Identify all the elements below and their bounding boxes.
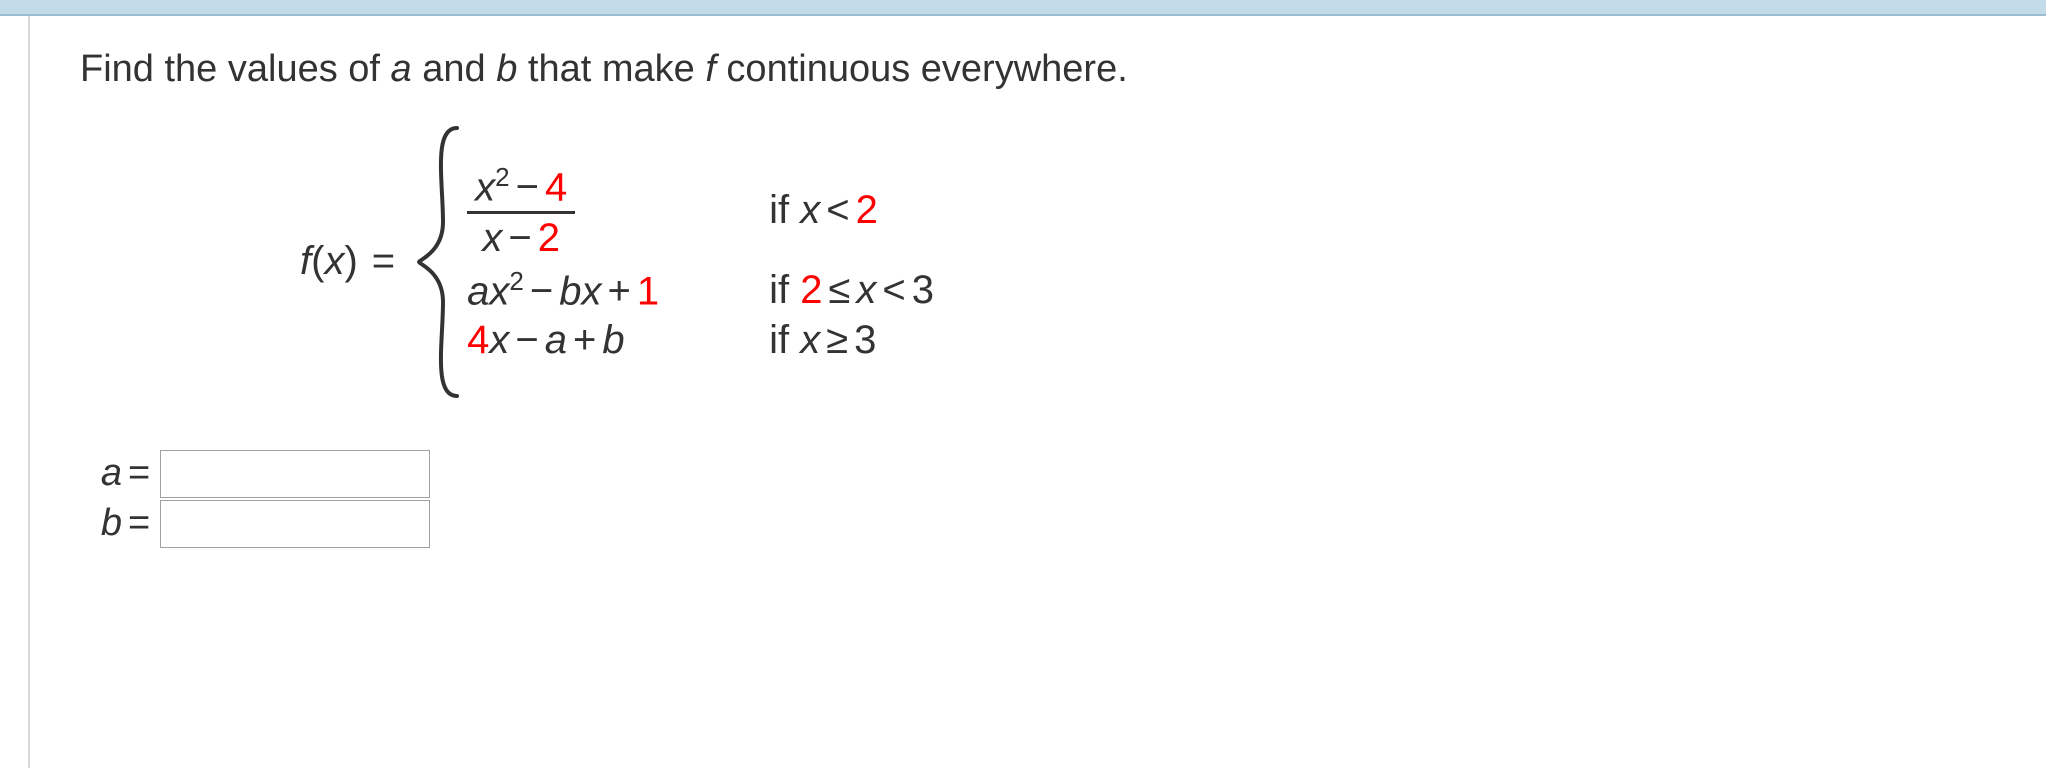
- equals-sign: =: [128, 452, 150, 495]
- x: x: [489, 269, 509, 313]
- answer-label-b: b: [80, 502, 122, 545]
- top-bar: [0, 0, 2046, 16]
- left-brace: [413, 122, 467, 402]
- fraction: x2−4 x−2: [467, 160, 575, 262]
- le: ≤: [822, 268, 856, 312]
- ge: ≥: [820, 318, 854, 362]
- answer-area: a = b =: [80, 450, 2006, 548]
- x: x: [800, 318, 820, 362]
- x: x: [475, 165, 495, 209]
- eq-x: x: [324, 239, 344, 283]
- const-3: 3: [854, 318, 876, 362]
- paren-close: ): [344, 239, 357, 283]
- answer-row-a: a =: [80, 450, 2006, 498]
- piece-3-condition: if x≥3: [769, 318, 934, 363]
- piece-2-expression: ax2−bx+1: [467, 266, 659, 314]
- eq-f: f: [300, 239, 311, 283]
- x: x: [581, 269, 601, 313]
- fraction-denominator: x−2: [474, 214, 568, 262]
- b: b: [559, 269, 581, 313]
- piece-1-expression: x2−4 x−2: [467, 160, 659, 262]
- exponent: 2: [495, 162, 509, 192]
- plus: +: [601, 269, 636, 313]
- piece-3-expression: 4x−a+b: [467, 318, 659, 363]
- x: x: [800, 188, 820, 232]
- prompt-text: and: [412, 48, 497, 90]
- const-3: 3: [912, 268, 934, 312]
- prompt-var-f: f: [705, 48, 716, 90]
- paren-open: (: [311, 239, 324, 283]
- piece-1-condition: if x<2: [769, 188, 934, 233]
- lt: <: [876, 268, 911, 312]
- const-2: 2: [856, 188, 878, 232]
- piecewise-rows: x2−4 x−2 if x<2 ax2−bx+1 if 2≤x<3: [467, 160, 934, 364]
- minus: −: [510, 165, 545, 209]
- lt: <: [820, 188, 855, 232]
- question-content: Find the values of a and b that make f c…: [80, 46, 2006, 550]
- equals-sign: =: [128, 502, 150, 545]
- answer-input-a[interactable]: [160, 450, 430, 498]
- x: x: [489, 318, 509, 362]
- question-prompt: Find the values of a and b that make f c…: [80, 46, 2006, 94]
- piece-2-condition: if 2≤x<3: [769, 268, 934, 313]
- a: a: [467, 269, 489, 313]
- answer-row-b: b =: [80, 500, 2006, 548]
- minus: −: [502, 216, 537, 260]
- const-4: 4: [467, 318, 489, 362]
- const-2: 2: [800, 268, 822, 312]
- prompt-var-b: b: [496, 48, 517, 90]
- eq-fx-label: f(x): [300, 239, 358, 284]
- prompt-text: continuous everywhere.: [716, 48, 1128, 90]
- piecewise-equation: f(x) = x2−4 x−2 i: [300, 122, 2006, 402]
- x: x: [856, 268, 876, 312]
- left-border-line: [28, 16, 30, 768]
- minus: −: [509, 318, 544, 362]
- fraction-numerator: x2−4: [467, 160, 575, 211]
- prompt-var-a: a: [391, 48, 412, 90]
- b: b: [602, 318, 624, 362]
- const-1: 1: [637, 269, 659, 313]
- exponent: 2: [509, 266, 523, 296]
- prompt-text: Find the values of: [80, 48, 391, 90]
- minus: −: [524, 269, 559, 313]
- const-4: 4: [545, 165, 567, 209]
- answer-input-b[interactable]: [160, 500, 430, 548]
- if: if: [769, 268, 800, 312]
- equals-sign: =: [372, 239, 395, 284]
- if: if: [769, 188, 800, 232]
- prompt-text: that make: [517, 48, 705, 90]
- const-2: 2: [538, 216, 560, 260]
- a: a: [545, 318, 567, 362]
- plus: +: [567, 318, 602, 362]
- x: x: [482, 216, 502, 260]
- if: if: [769, 318, 800, 362]
- answer-label-a: a: [80, 452, 122, 495]
